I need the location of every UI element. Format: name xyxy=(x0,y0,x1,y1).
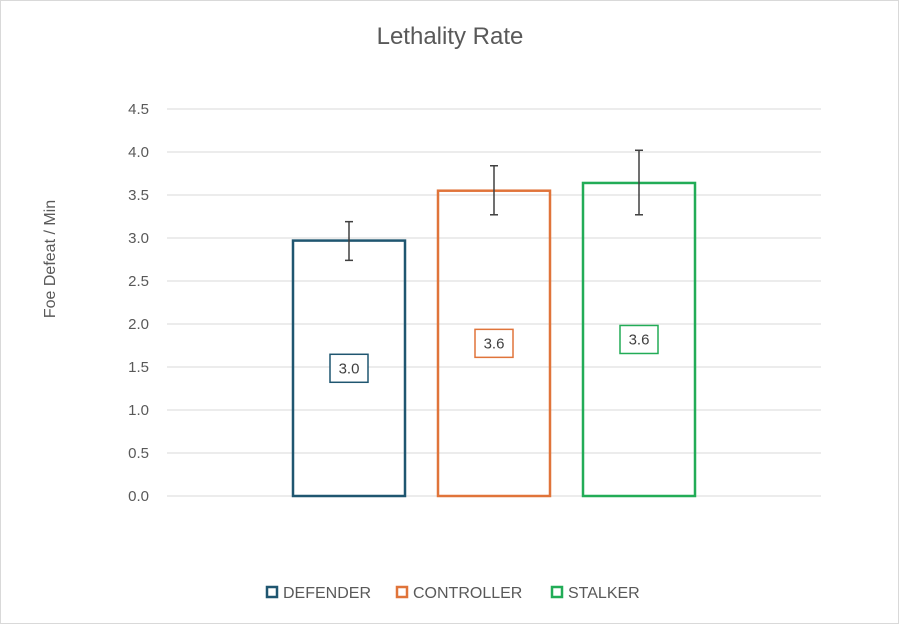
y-tick-label: 3.0 xyxy=(128,230,149,247)
y-tick-label: 4.5 xyxy=(128,101,149,118)
data-label-box xyxy=(329,353,369,384)
y-tick-labels: 0.0 0.5 1.0 1.5 2.0 2.5 3.0 3.5 4.0 4.5 xyxy=(128,101,149,505)
legend-label-controller: CONTROLLER xyxy=(413,585,522,602)
legend-label-stalker: STALKER xyxy=(568,585,640,602)
data-label: 3.6 xyxy=(484,335,505,352)
gridlines xyxy=(167,108,821,497)
error-bars xyxy=(345,149,643,262)
y-tick-label: 2.0 xyxy=(128,316,149,333)
chart-title: Lethality Rate xyxy=(377,23,524,50)
y-tick-label: 4.0 xyxy=(128,144,149,161)
data-label: 3.0 xyxy=(339,360,360,377)
y-tick-label: 2.5 xyxy=(128,273,149,290)
data-label-box xyxy=(619,324,659,355)
y-tick-label: 1.0 xyxy=(128,402,149,419)
legend-swatch-defender xyxy=(265,585,279,599)
legend-label-defender: DEFENDER xyxy=(283,585,371,602)
data-label: 3.6 xyxy=(629,331,650,348)
data-labels: 3.0 3.6 3.6 xyxy=(329,324,659,384)
y-axis-label: Foe Defeat / Min xyxy=(42,200,59,318)
legend-swatch-controller xyxy=(395,585,409,599)
data-label-box xyxy=(474,328,514,359)
y-tick-label: 3.5 xyxy=(128,187,149,204)
y-tick-label: 0.0 xyxy=(128,488,149,505)
legend-swatch-stalker xyxy=(550,585,564,599)
legend: DEFENDER CONTROLLER STALKER xyxy=(265,585,640,602)
y-tick-label: 1.5 xyxy=(128,359,149,376)
y-tick-label: 0.5 xyxy=(128,445,149,462)
